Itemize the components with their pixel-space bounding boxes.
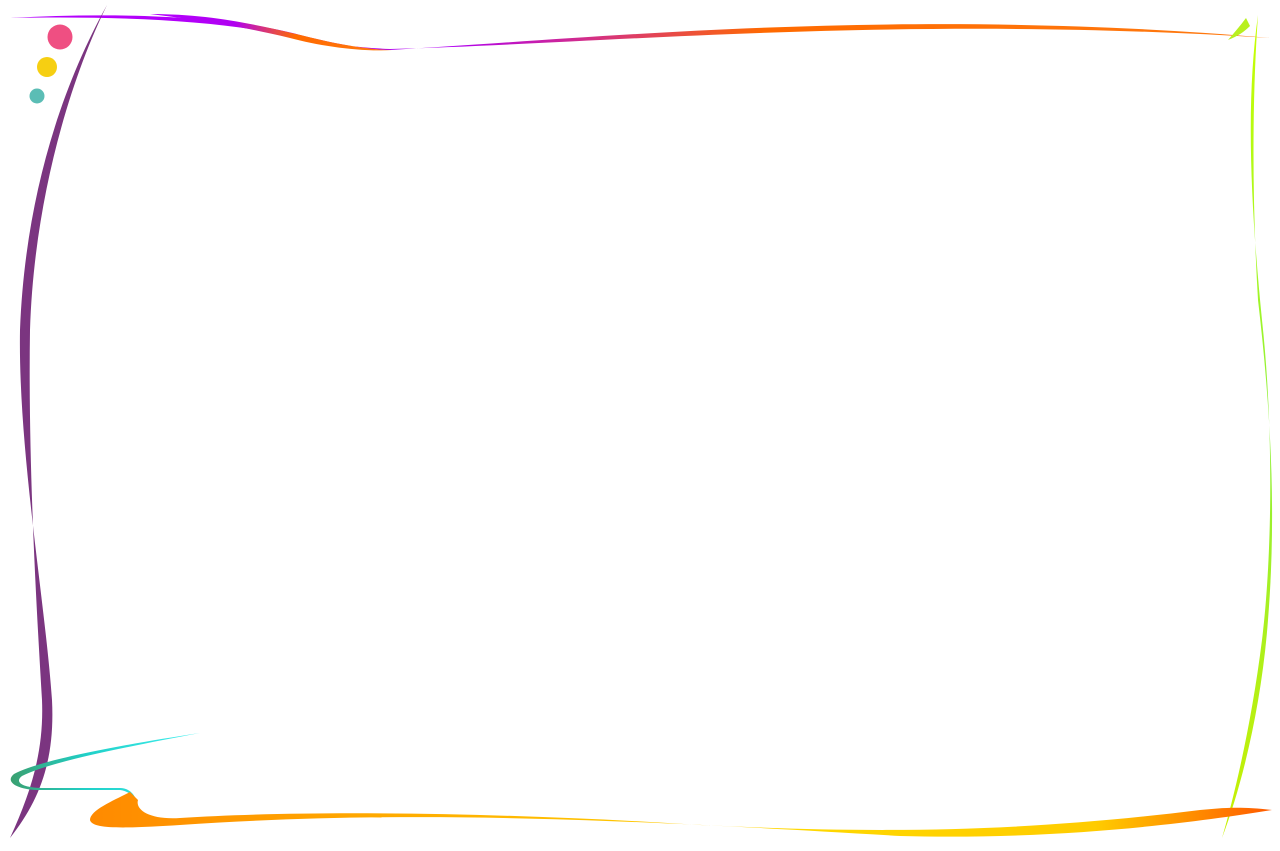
teal-swoosh xyxy=(10,733,200,800)
top-stroke xyxy=(10,15,1270,50)
yellow-dot xyxy=(37,57,57,77)
pink-dot xyxy=(47,24,73,50)
left-stroke xyxy=(10,5,107,838)
right-stroke-tip xyxy=(1228,18,1250,40)
right-stroke xyxy=(1222,15,1273,838)
teal-dot xyxy=(29,88,45,104)
top-stroke-thick xyxy=(150,14,392,51)
bottom-stroke xyxy=(90,792,1272,837)
